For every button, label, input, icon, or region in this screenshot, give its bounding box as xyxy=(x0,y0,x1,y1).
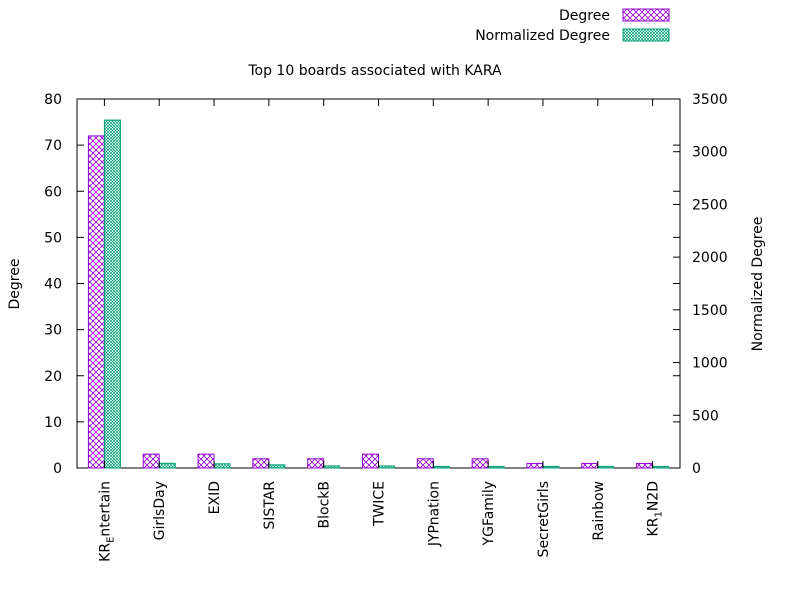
bar-degree xyxy=(636,462,654,469)
bar-normalized-degree xyxy=(268,464,286,469)
bar-degree xyxy=(471,458,489,469)
bar-normalized-degree xyxy=(323,465,341,469)
bar-normalized-degree xyxy=(432,465,450,469)
bar-normalized-degree xyxy=(158,462,176,469)
left-tick-label: 0 xyxy=(53,461,62,477)
left-tick-label: 80 xyxy=(44,92,62,108)
bar-normalized-degree xyxy=(652,465,670,469)
plot-frame xyxy=(76,98,681,469)
bar-normalized-degree xyxy=(542,465,560,469)
left-tick-label: 10 xyxy=(44,415,62,431)
right-y-axis: 0 500 1000 1500 2000 2500 3000 3500 xyxy=(673,92,728,477)
bar-degree xyxy=(197,453,215,469)
bar-normalized-degree xyxy=(378,465,395,469)
right-tick-label: 0 xyxy=(692,461,701,477)
x-tick-label: KR1N2D xyxy=(646,481,665,536)
bar-degree xyxy=(252,458,270,469)
left-tick-label: 40 xyxy=(44,277,62,293)
right-tick-label: 3500 xyxy=(692,92,728,108)
x-tick-label: GirlsDay xyxy=(152,481,168,540)
bars xyxy=(87,119,670,469)
bar-degree xyxy=(526,462,544,469)
left-tick-label: 70 xyxy=(44,138,62,154)
left-tick-label: 60 xyxy=(44,184,62,200)
legend-label-degree: Degree xyxy=(559,8,610,24)
bar-degree xyxy=(307,458,325,469)
x-tick-label: TWICE xyxy=(372,481,388,527)
bar-degree xyxy=(87,135,105,469)
x-axis-labels: KREntertain GirlsDay EXID SISTAR BlockB TWICE… xyxy=(97,99,665,562)
x-tick-label: Rainbow xyxy=(591,481,607,541)
bar-normalized-degree xyxy=(487,465,505,469)
left-tick-label: 50 xyxy=(44,230,62,246)
bar-normalized-degree xyxy=(103,119,121,469)
bar-degree xyxy=(416,458,434,469)
right-tick-label: 500 xyxy=(692,408,719,424)
x-tick-label: JYPnation xyxy=(426,481,442,547)
legend-swatch-normalized-degree xyxy=(622,28,670,42)
x-tick-label: EXID xyxy=(207,481,223,514)
x-tick-label: SISTAR xyxy=(262,481,278,530)
bar-degree xyxy=(581,462,599,469)
x-tick-label: SecretGirls xyxy=(536,481,552,557)
x-tick-label: KREntertain xyxy=(97,481,116,562)
y2-axis-label: Normalized Degree xyxy=(750,217,766,352)
y-axis-label: Degree xyxy=(7,259,23,310)
x-tick-label: BlockB xyxy=(317,481,333,528)
left-tick-label: 30 xyxy=(44,323,62,339)
legend-label-normalized-degree: Normalized Degree xyxy=(475,28,610,44)
bar-normalized-degree xyxy=(597,465,615,469)
bar-degree xyxy=(362,453,379,469)
x-tick-label: YGFamily xyxy=(481,481,497,546)
right-tick-label: 3000 xyxy=(692,145,728,161)
chart-title: Top 10 boards associated with KARA xyxy=(247,63,502,79)
left-y-axis: 0 10 20 30 40 50 60 70 80 xyxy=(44,92,680,477)
left-tick-label: 20 xyxy=(44,369,62,385)
bar-normalized-degree xyxy=(213,463,231,469)
right-tick-label: 1000 xyxy=(692,356,728,372)
right-tick-label: 2000 xyxy=(692,250,728,266)
right-tick-label: 1500 xyxy=(692,303,728,319)
legend: Degree Normalized Degree xyxy=(475,8,670,44)
bar-degree xyxy=(142,453,160,469)
legend-swatch-degree xyxy=(622,8,670,22)
right-tick-label: 2500 xyxy=(692,197,728,213)
